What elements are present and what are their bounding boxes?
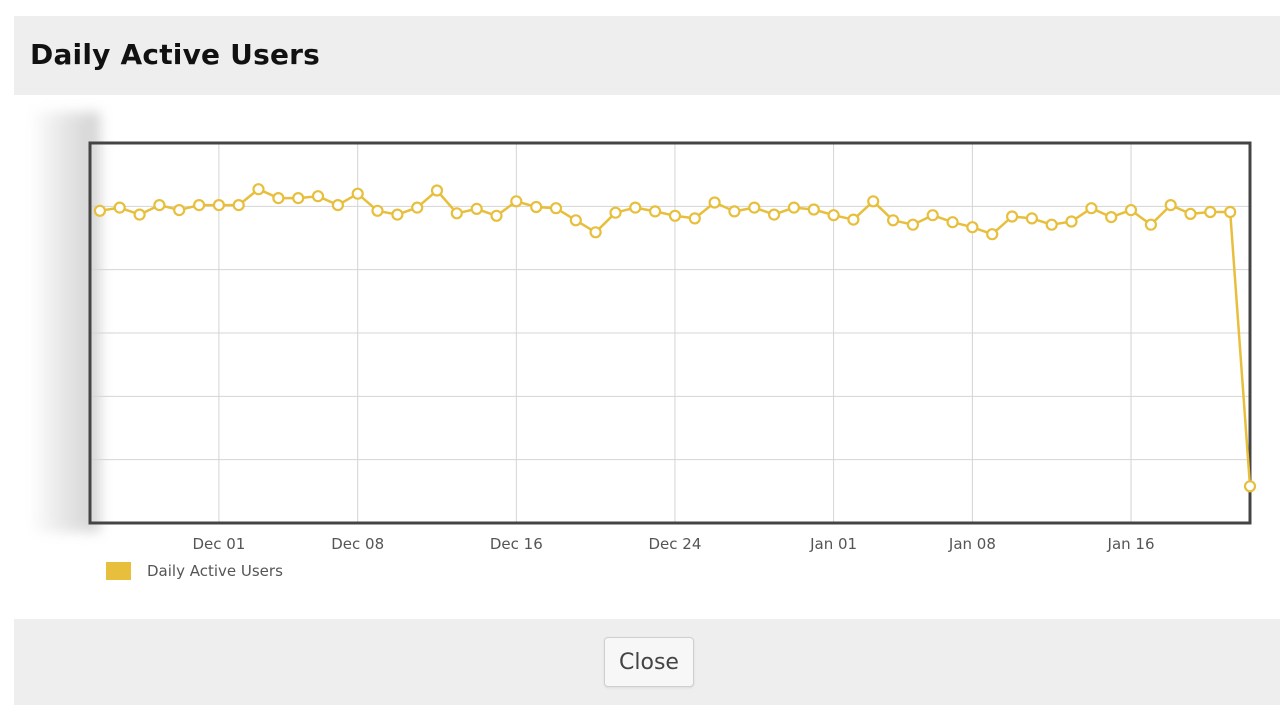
- data-point: [193, 199, 206, 212]
- data-point: [411, 201, 424, 214]
- data-point: [351, 187, 364, 200]
- data-point: [490, 209, 503, 222]
- data-point: [1065, 215, 1078, 228]
- data-point: [311, 190, 325, 203]
- modal-footer: Close: [14, 619, 1280, 705]
- data-point: [569, 214, 582, 227]
- data-point: [986, 228, 999, 241]
- line-chart: Dec 01 Dec 08 Dec 16 Dec 24 Jan 01 Jan 08 Jan …: [88, 141, 1257, 553]
- x-tick-label: Jan 01: [809, 535, 857, 553]
- data-point: [609, 206, 622, 219]
- data-point: [430, 184, 444, 197]
- modal-header: Daily Active Users: [14, 16, 1280, 95]
- data-point: [728, 205, 741, 218]
- data-point: [629, 201, 642, 214]
- data-point: [966, 221, 979, 234]
- data-point: [648, 205, 662, 218]
- data-point: [450, 207, 463, 220]
- data-point: [589, 226, 602, 239]
- data-point: [331, 199, 344, 212]
- data-point: [946, 216, 959, 229]
- chart-grid: [90, 143, 1250, 523]
- data-point: [1085, 202, 1098, 215]
- legend-label: Daily Active Users: [147, 562, 283, 580]
- data-point: [133, 208, 146, 221]
- data-point: [232, 199, 245, 212]
- x-axis-ticks: Dec 01 Dec 08 Dec 16 Dec 24 Jan 01 Jan 08 Jan …: [192, 535, 1154, 553]
- data-point: [886, 214, 900, 227]
- x-tick-label: Dec 24: [649, 535, 702, 553]
- data-point: [748, 201, 761, 214]
- data-point: [708, 196, 721, 209]
- data-point: [272, 192, 285, 205]
- data-point: [371, 204, 384, 217]
- data-point: [827, 209, 840, 222]
- data-point: [867, 195, 880, 208]
- close-button[interactable]: Close: [604, 637, 694, 687]
- data-point: [847, 213, 860, 226]
- data-point: [1144, 218, 1158, 231]
- data-point: [1243, 480, 1257, 493]
- data-point: [212, 199, 225, 212]
- data-point: [391, 208, 404, 221]
- x-tick-label: Dec 01: [192, 535, 245, 553]
- data-point: [252, 183, 265, 196]
- data-point: [906, 218, 920, 231]
- series-daily-active-users: [93, 183, 1257, 493]
- data-point: [688, 212, 701, 225]
- chart-legend[interactable]: Daily Active Users: [106, 561, 283, 581]
- data-point: [807, 203, 820, 216]
- modal-title: Daily Active Users: [30, 38, 321, 71]
- data-point: [1124, 204, 1138, 217]
- data-point: [93, 204, 107, 217]
- data-point: [470, 202, 483, 215]
- data-point: [113, 201, 126, 214]
- data-point: [530, 200, 543, 214]
- data-point: [1005, 210, 1019, 223]
- data-point: [510, 195, 523, 208]
- data-point: [926, 209, 939, 222]
- x-tick-label: Jan 16: [1107, 535, 1155, 553]
- data-point: [1025, 212, 1039, 225]
- data-point: [549, 202, 563, 215]
- data-point: [1204, 205, 1217, 219]
- data-point: [1045, 218, 1058, 231]
- x-tick-label: Dec 08: [331, 535, 384, 553]
- data-point: [1184, 207, 1197, 220]
- legend-swatch: [106, 562, 131, 580]
- y-axis-shadow: [30, 112, 100, 532]
- data-point: [668, 209, 682, 222]
- x-tick-label: Jan 08: [948, 535, 996, 553]
- data-point: [1164, 199, 1177, 212]
- x-tick-label: Dec 16: [490, 535, 543, 553]
- data-point: [1105, 211, 1118, 224]
- data-point: [767, 208, 781, 221]
- data-point: [1224, 205, 1237, 219]
- data-point: [787, 201, 801, 214]
- data-point: [173, 204, 186, 217]
- data-point: [292, 192, 305, 205]
- data-point: [153, 199, 166, 212]
- plot-frame: [88, 141, 1252, 525]
